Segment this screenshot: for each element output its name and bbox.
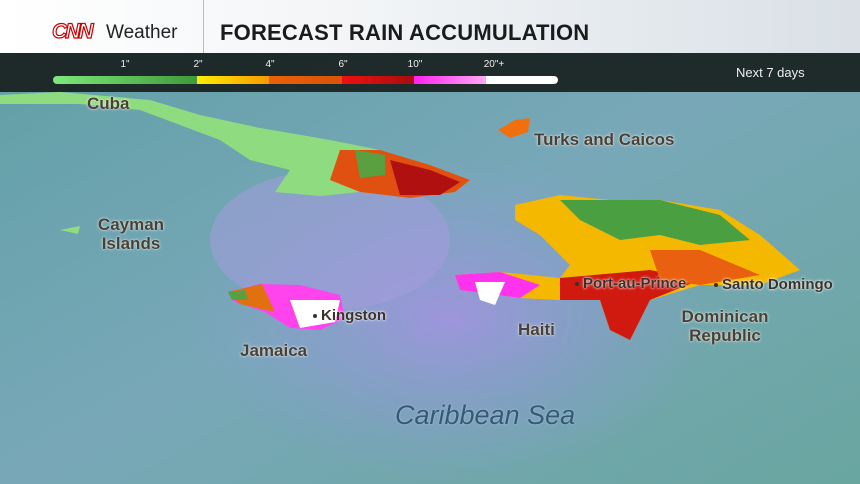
scale-segment-white <box>486 76 558 84</box>
page-title: FORECAST RAIN ACCUMULATION <box>220 20 590 45</box>
legend-tick: 2" <box>193 59 203 70</box>
legend-tick: 1" <box>120 59 130 70</box>
scale-segment-yellow <box>197 76 269 84</box>
legend-tick: 6" <box>338 59 348 70</box>
label-dominican-republic: Dominican Republic <box>681 307 769 345</box>
city-port-au-prince: Port-au-Prince <box>575 275 686 292</box>
scale-segment-magenta <box>414 76 486 84</box>
cuba-land <box>0 92 470 198</box>
color-scale <box>53 76 558 84</box>
header-divider <box>203 0 204 53</box>
legend-tick: 4" <box>265 59 275 70</box>
label-cuba: Cuba <box>87 94 130 113</box>
scale-segment-red <box>342 76 414 84</box>
label-caribbean-sea: Caribbean Sea <box>395 400 576 430</box>
forecast-period: Next 7 days <box>736 65 805 80</box>
legend-tick: 10" <box>407 59 423 70</box>
cnn-logo: CNN <box>51 19 94 43</box>
legend-bar: 1" 2" 4" 6" 10" 20"+ Next 7 days <box>0 53 860 92</box>
section-name: Weather <box>106 22 178 43</box>
label-cayman: Cayman Islands <box>97 215 165 253</box>
header-bar: CNN Weather FORECAST RAIN ACCUMULATION <box>0 0 860 53</box>
scale-segment-orange <box>269 76 342 84</box>
scale-segment-green <box>53 76 197 84</box>
label-jamaica: Jamaica <box>240 341 308 360</box>
city-santo-domingo: Santo Domingo <box>714 276 833 293</box>
label-turks-caicos: Turks and Caicos <box>534 130 675 149</box>
legend-tick: 20"+ <box>483 59 505 70</box>
label-haiti: Haiti <box>518 320 555 339</box>
cayman-land <box>60 226 80 234</box>
turks-land <box>498 118 530 138</box>
city-kingston: Kingston <box>313 307 386 324</box>
